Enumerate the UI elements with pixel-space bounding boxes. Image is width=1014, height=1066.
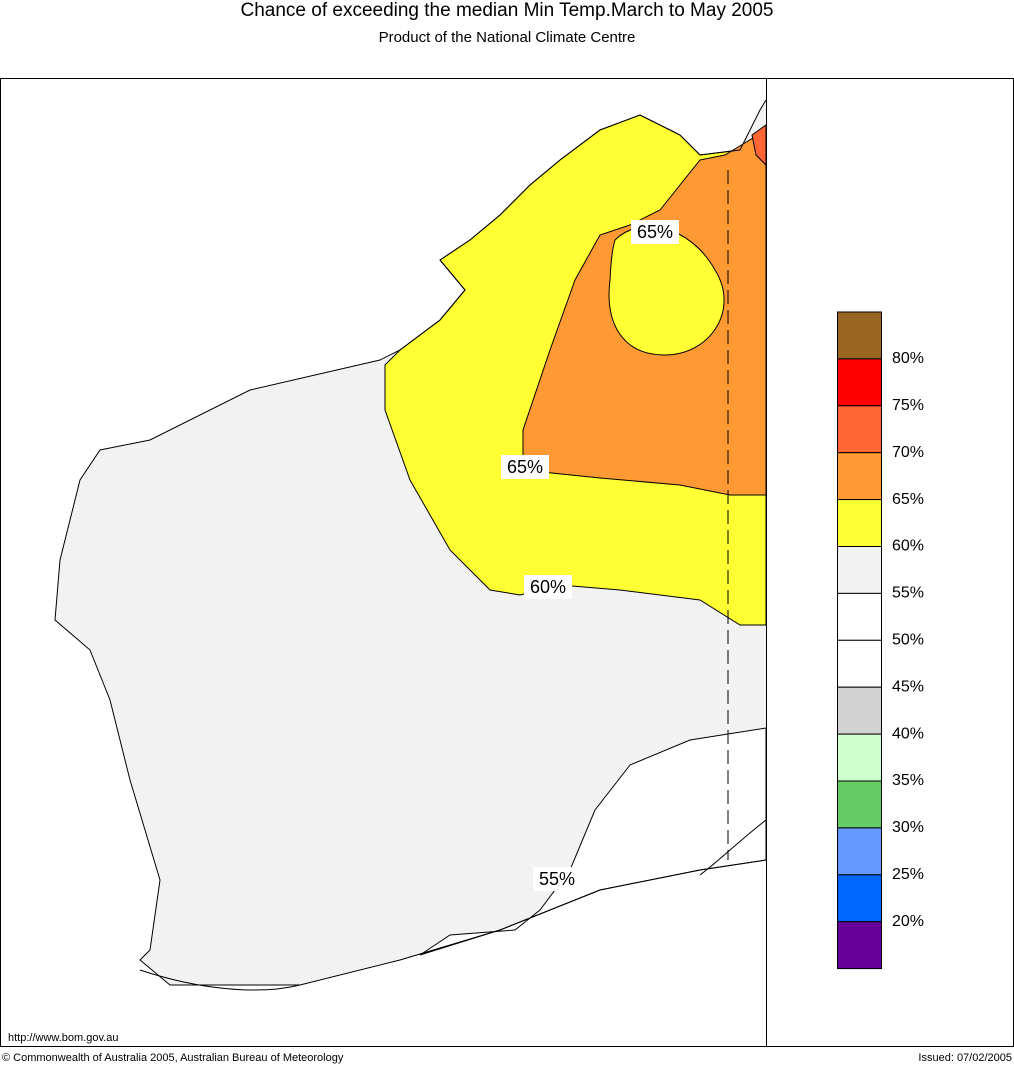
contour-label: 65% xyxy=(507,457,543,477)
legend-swatch xyxy=(837,827,882,876)
legend-swatch xyxy=(837,311,882,360)
map: 65% 65% 60% 55% xyxy=(54,99,766,991)
legend-label: 60% xyxy=(892,538,924,555)
contour-label: 55% xyxy=(539,869,575,889)
legend-label: 40% xyxy=(892,725,924,742)
title: Chance of exceeding the median Min Temp.… xyxy=(240,0,773,21)
legend-swatch xyxy=(837,733,882,782)
legend-swatch xyxy=(837,405,882,454)
legend-swatch xyxy=(837,358,882,407)
legend-label: 30% xyxy=(892,819,924,836)
legend-label: 25% xyxy=(892,866,924,883)
legend-swatch xyxy=(837,546,882,594)
legend-label: 80% xyxy=(892,350,924,367)
legend-swatch xyxy=(837,921,882,970)
legend-swatch xyxy=(837,452,882,501)
label-bg xyxy=(524,575,572,599)
contour xyxy=(139,819,766,991)
legend-swatch xyxy=(837,780,882,829)
issued: Issued: 07/02/2005 xyxy=(918,1052,1012,1064)
legend-label: 50% xyxy=(892,632,924,649)
subtitle: Product of the National Climate Centre xyxy=(379,29,636,46)
url: http://www.bom.gov.au xyxy=(8,1032,118,1044)
legend-label: 45% xyxy=(892,678,924,695)
label-bg xyxy=(631,220,679,244)
contour-label: 65% xyxy=(637,222,673,242)
legend: 80% 75% 70% 65% 60% 55% 50% 45% 40% 35% 30% 25% 20% xyxy=(837,311,924,970)
legend-label: 55% xyxy=(892,585,924,602)
legend-label: 75% xyxy=(892,397,924,414)
region-70-75 xyxy=(751,124,766,166)
legend-label: 35% xyxy=(892,772,924,789)
coastline xyxy=(54,99,766,986)
legend-swatch xyxy=(837,499,882,548)
legend-label: 70% xyxy=(892,444,924,461)
legend-swatch xyxy=(837,592,882,641)
label-bg xyxy=(533,867,581,891)
region-60-65-inner xyxy=(608,226,725,356)
legend-swatch xyxy=(837,639,882,688)
legend-label: 20% xyxy=(892,913,924,930)
contour-label: 60% xyxy=(530,577,566,597)
legend-label: 65% xyxy=(892,491,924,508)
legend-swatch xyxy=(837,874,882,923)
copyright: © Commonwealth of Australia 2005, Austra… xyxy=(2,1052,344,1064)
legend-swatch xyxy=(837,686,882,735)
label-bg xyxy=(501,455,549,479)
